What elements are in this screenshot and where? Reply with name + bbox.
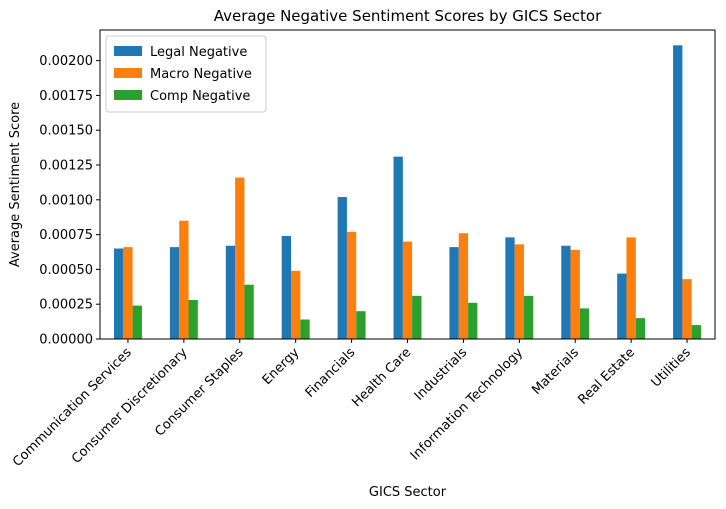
y-tick-label: 0.00150	[39, 124, 93, 139]
bar-macro-negative-6	[458, 233, 469, 339]
legend: Legal Negative Macro Negative Comp Negativ…	[105, 35, 267, 113]
legend-label: Legal Negative	[150, 45, 247, 60]
x-tick-label: Communication Services	[10, 345, 135, 470]
bar-legal-negative-5	[393, 156, 403, 339]
y-tick-label: 0.00050	[39, 263, 93, 278]
bar-legal-negative-1	[169, 247, 180, 339]
bar-legal-negative-4	[337, 197, 347, 339]
bar-comp-negative-7	[523, 295, 534, 339]
bar-macro-negative-3	[291, 270, 301, 339]
bar-macro-negative-1	[179, 220, 189, 339]
bar-legal-negative-3	[281, 236, 292, 339]
y-tick-label: 0.00200	[39, 54, 93, 69]
bar-comp-negative-6	[468, 302, 478, 339]
bar-legal-negative-7	[505, 237, 515, 339]
legend-swatch	[114, 46, 142, 56]
x-tick-label: Materials	[529, 345, 582, 398]
bar-comp-negative-9	[635, 318, 646, 339]
legend-label: Comp Negative	[150, 89, 250, 104]
bar-comp-negative-1	[188, 300, 198, 339]
bar-comp-negative-2	[244, 284, 254, 339]
bar-macro-negative-4	[346, 231, 357, 339]
bar-comp-negative-4	[356, 311, 366, 339]
legend-swatch	[114, 68, 142, 78]
bar-comp-negative-10	[691, 325, 702, 339]
x-axis-label: GICS Sector	[369, 485, 447, 500]
x-tick-label: Consumer Discretionary	[69, 345, 191, 467]
bar-legal-negative-8	[561, 245, 571, 339]
bar-legal-negative-6	[449, 247, 459, 339]
bar-legal-negative-2	[225, 245, 236, 339]
y-tick-label: 0.00125	[39, 159, 93, 174]
bar-macro-negative-7	[514, 244, 524, 339]
legend-label: Macro Negative	[150, 67, 252, 82]
bars	[113, 45, 702, 339]
x-tick-label: Financials	[303, 345, 359, 401]
y-tick-label: 0.00075	[39, 228, 93, 243]
plot-frame	[99, 29, 716, 340]
y-tick-label: 0.00025	[39, 298, 93, 313]
x-tick-label: Real Estate	[576, 345, 638, 407]
y-tick-label: 0.00175	[39, 89, 93, 104]
bar-comp-negative-3	[300, 319, 310, 339]
x-tick-label: Health Care	[349, 345, 414, 410]
bar-legal-negative-9	[617, 273, 627, 339]
legend-swatch	[114, 90, 142, 100]
x-tick-label: Information Technology	[408, 345, 526, 463]
bar-comp-negative-8	[579, 308, 590, 339]
y-tick-label: 0.00000	[39, 333, 93, 348]
x-tick-label: Industrials	[412, 345, 471, 404]
bar-legal-negative-0	[113, 248, 124, 339]
bar-macro-negative-10	[682, 279, 692, 339]
y-axis-label: Average Sentiment Score	[8, 102, 23, 267]
bar-macro-negative-5	[402, 241, 413, 339]
chart-title: Average Negative Sentiment Scores by GIC…	[214, 7, 602, 25]
legend-frame	[105, 35, 267, 113]
y-tick-label: 0.00100	[39, 193, 93, 208]
x-tick-label: Utilities	[649, 345, 694, 390]
x-tick-label: Energy	[260, 345, 303, 388]
bar-macro-negative-0	[123, 247, 133, 339]
y-axis: 0.00000 0.00025 0.00050 0.00075 0.00100 0.001…	[39, 54, 100, 348]
bar-macro-negative-8	[570, 249, 580, 339]
bar-legal-negative-10	[673, 45, 683, 339]
bar-macro-negative-2	[235, 177, 245, 339]
bar-macro-negative-9	[626, 237, 636, 339]
bar-comp-negative-0	[132, 305, 142, 339]
bar-comp-negative-5	[412, 295, 422, 339]
